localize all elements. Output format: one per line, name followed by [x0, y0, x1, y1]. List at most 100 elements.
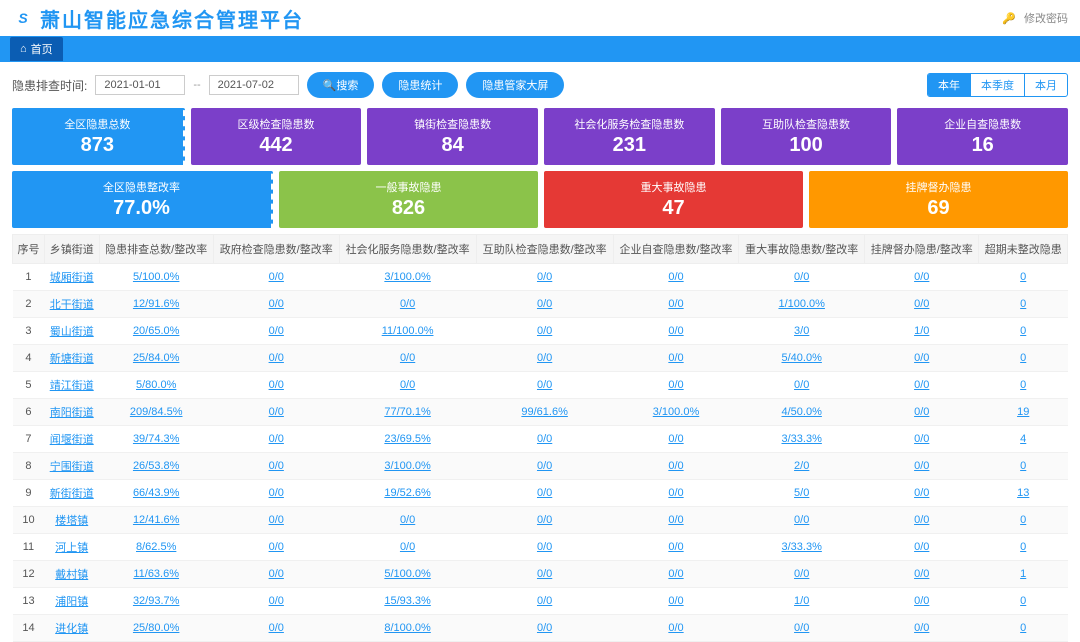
cell-link[interactable]: 0/0	[400, 379, 415, 391]
search-button[interactable]: 🔍搜索	[307, 72, 375, 98]
table-cell[interactable]: 0/0	[213, 318, 339, 345]
table-cell[interactable]: 1/0	[865, 318, 979, 345]
cell-link[interactable]: 0/0	[668, 379, 683, 391]
cell-link[interactable]: 0/0	[537, 352, 552, 364]
table-cell[interactable]: 19/52.6%	[339, 480, 476, 507]
table-cell[interactable]: 0/0	[213, 372, 339, 399]
cell-link[interactable]: 5/40.0%	[782, 352, 822, 364]
table-cell[interactable]: 0/0	[476, 264, 613, 291]
table-cell[interactable]: 0/0	[739, 561, 865, 588]
table-cell[interactable]: 0/0	[613, 426, 739, 453]
tab-home[interactable]: ⌂ 首页	[10, 37, 63, 61]
table-cell[interactable]: 0/0	[865, 480, 979, 507]
cell-link[interactable]: 0/0	[668, 433, 683, 445]
cell-link[interactable]: 0/0	[537, 514, 552, 526]
screen-button[interactable]: 隐患管家大屏	[466, 72, 564, 98]
table-cell[interactable]: 楼塔镇	[44, 507, 99, 534]
cell-link[interactable]: 0/0	[537, 568, 552, 580]
table-cell[interactable]: 0/0	[213, 534, 339, 561]
cell-link[interactable]: 0/0	[668, 568, 683, 580]
cell-link[interactable]: 19/52.6%	[384, 487, 430, 499]
table-cell[interactable]: 0/0	[339, 534, 476, 561]
table-cell[interactable]: 0/0	[613, 588, 739, 615]
table-cell[interactable]: 4	[979, 426, 1068, 453]
table-cell[interactable]: 1/0	[739, 588, 865, 615]
cell-link[interactable]: 2/0	[794, 460, 809, 472]
table-cell[interactable]: 39/74.3%	[99, 426, 213, 453]
stat-button[interactable]: 隐患统计	[382, 72, 458, 98]
table-cell[interactable]: 0/0	[613, 507, 739, 534]
cell-link[interactable]: 0/0	[537, 460, 552, 472]
cell-link[interactable]: 20/65.0%	[133, 325, 179, 337]
table-cell[interactable]: 0/0	[613, 264, 739, 291]
cell-link[interactable]: 浦阳镇	[55, 596, 88, 608]
table-cell[interactable]: 0/0	[613, 345, 739, 372]
cell-link[interactable]: 南阳街道	[50, 407, 94, 419]
table-cell[interactable]: 0/0	[865, 291, 979, 318]
table-cell[interactable]: 蜀山街道	[44, 318, 99, 345]
stat-card[interactable]: 镇街检查隐患数84	[367, 108, 538, 165]
cell-link[interactable]: 15/93.3%	[384, 595, 430, 607]
cell-link[interactable]: 0/0	[914, 541, 929, 553]
cell-link[interactable]: 0/0	[914, 568, 929, 580]
cell-link[interactable]: 0/0	[794, 271, 809, 283]
table-cell[interactable]: 0/0	[865, 561, 979, 588]
table-cell[interactable]: 8/100.0%	[339, 615, 476, 642]
table-cell[interactable]: 0/0	[613, 318, 739, 345]
cell-link[interactable]: 0/0	[269, 298, 284, 310]
table-cell[interactable]: 0/0	[213, 291, 339, 318]
cell-link[interactable]: 1/0	[914, 325, 929, 337]
table-cell[interactable]: 3/100.0%	[339, 453, 476, 480]
table-cell[interactable]: 15/93.3%	[339, 588, 476, 615]
cell-link[interactable]: 19	[1017, 406, 1029, 418]
stat-card[interactable]: 互助队检查隐患数100	[721, 108, 892, 165]
table-cell[interactable]: 209/84.5%	[99, 399, 213, 426]
table-cell[interactable]: 0/0	[613, 480, 739, 507]
table-cell[interactable]: 0/0	[213, 561, 339, 588]
table-cell[interactable]: 0/0	[613, 615, 739, 642]
cell-link[interactable]: 3/33.3%	[782, 541, 822, 553]
table-cell[interactable]: 0/0	[476, 615, 613, 642]
table-cell[interactable]: 0/0	[476, 372, 613, 399]
cell-link[interactable]: 77/70.1%	[384, 406, 430, 418]
filter-quarter[interactable]: 本季度	[971, 74, 1025, 96]
table-cell[interactable]: 0/0	[865, 426, 979, 453]
cell-link[interactable]: 0/0	[914, 487, 929, 499]
cell-link[interactable]: 0/0	[914, 622, 929, 634]
cell-link[interactable]: 11/63.6%	[133, 568, 179, 580]
stat-card[interactable]: 一般事故隐患826	[279, 171, 538, 228]
cell-link[interactable]: 0/0	[269, 433, 284, 445]
cell-link[interactable]: 66/43.9%	[133, 487, 179, 499]
table-cell[interactable]: 0/0	[213, 345, 339, 372]
table-cell[interactable]: 0/0	[865, 588, 979, 615]
table-cell[interactable]: 66/43.9%	[99, 480, 213, 507]
table-cell[interactable]: 河上镇	[44, 534, 99, 561]
cell-link[interactable]: 0/0	[400, 352, 415, 364]
table-cell[interactable]: 1	[979, 561, 1068, 588]
table-cell[interactable]: 2/0	[739, 453, 865, 480]
cell-link[interactable]: 23/69.5%	[384, 433, 430, 445]
table-cell[interactable]: 0	[979, 453, 1068, 480]
cell-link[interactable]: 0/0	[668, 325, 683, 337]
cell-link[interactable]: 11/100.0%	[382, 325, 434, 337]
cell-link[interactable]: 0/0	[914, 298, 929, 310]
date-from-input[interactable]	[95, 75, 185, 95]
cell-link[interactable]: 5/0	[794, 487, 809, 499]
table-cell[interactable]: 77/70.1%	[339, 399, 476, 426]
cell-link[interactable]: 0/0	[537, 595, 552, 607]
table-cell[interactable]: 5/100.0%	[99, 264, 213, 291]
table-cell[interactable]: 闻堰街道	[44, 426, 99, 453]
table-cell[interactable]: 0/0	[339, 345, 476, 372]
cell-link[interactable]: 0/0	[537, 433, 552, 445]
cell-link[interactable]: 0/0	[914, 460, 929, 472]
cell-link[interactable]: 0	[1020, 298, 1026, 310]
cell-link[interactable]: 0/0	[668, 460, 683, 472]
cell-link[interactable]: 楼塔镇	[55, 515, 88, 527]
cell-link[interactable]: 0/0	[794, 514, 809, 526]
filter-year[interactable]: 本年	[928, 74, 971, 96]
table-cell[interactable]: 0/0	[476, 453, 613, 480]
cell-link[interactable]: 3/100.0%	[653, 406, 699, 418]
table-cell[interactable]: 进化镇	[44, 615, 99, 642]
table-cell[interactable]: 0/0	[613, 534, 739, 561]
cell-link[interactable]: 0/0	[668, 271, 683, 283]
